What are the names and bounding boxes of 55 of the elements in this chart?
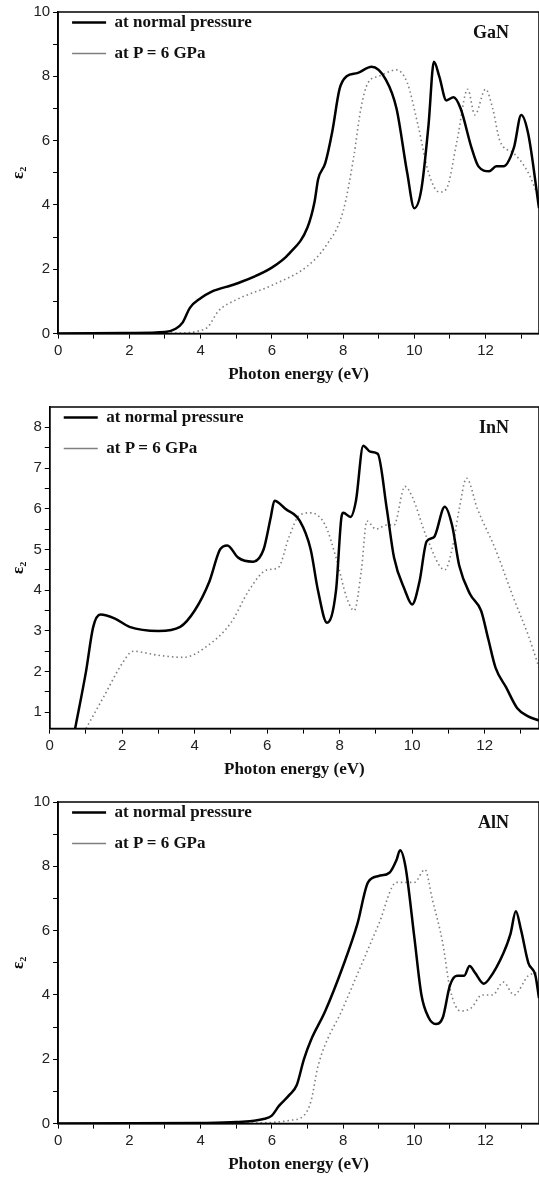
y-tick-label: 0 <box>41 1113 51 1131</box>
x-tick-label: 6 <box>267 1130 276 1148</box>
x-tick-label: 2 <box>125 1130 134 1148</box>
y-tick-label: 1 <box>33 702 42 720</box>
y-tick-label: 4 <box>41 195 51 213</box>
x-axis-title: Photon energy (eV) <box>228 364 369 384</box>
y-axis-title: ε₂ <box>7 956 27 969</box>
y-tick-label: 3 <box>33 621 42 639</box>
legend-label: at P = 6 GPa <box>106 437 198 457</box>
x-tick-label: 12 <box>477 1130 494 1148</box>
x-tick-label: 6 <box>267 340 276 358</box>
x-tick-label: 12 <box>476 735 493 753</box>
y-tick-label: 6 <box>33 498 42 516</box>
x-tick-label: 10 <box>405 340 423 358</box>
text: InN <box>478 416 509 437</box>
y-tick-label: 10 <box>33 792 51 810</box>
y-tick-label: 2 <box>41 1049 51 1067</box>
x-tick-label: 8 <box>338 1130 348 1148</box>
y-tick-label: 6 <box>41 130 51 148</box>
legend-label: at P = 6 GPa <box>114 42 206 62</box>
y-tick-label: 7 <box>33 458 42 476</box>
x-axis-title: Photon energy (eV) <box>228 1154 369 1174</box>
x-tick-label: 6 <box>263 735 272 753</box>
y-tick-label: 4 <box>33 580 42 598</box>
y-tick-label: 10 <box>33 2 51 20</box>
y-axis-title: ε₂ <box>7 166 27 179</box>
x-tick-label: 0 <box>53 1130 63 1148</box>
x-tick-label: 8 <box>335 735 344 753</box>
x-tick-label: 8 <box>338 340 348 358</box>
y-tick-label: 2 <box>41 259 51 277</box>
legend-label: at normal pressure <box>106 406 244 426</box>
y-tick-label: 5 <box>33 539 42 557</box>
x-tick-label: 4 <box>196 340 205 358</box>
y-tick-label: 8 <box>41 856 51 874</box>
legend-label: at normal pressure <box>114 11 253 31</box>
x-tick-label: 2 <box>118 735 127 753</box>
y-tick-label: 0 <box>41 323 51 341</box>
x-tick-label: 2 <box>125 340 134 358</box>
x-axis-title: Photon energy (eV) <box>224 759 365 779</box>
text: GaN <box>473 21 509 42</box>
y-tick-label: 6 <box>41 920 51 938</box>
x-tick-label: 0 <box>53 340 63 358</box>
text: AlN <box>478 811 509 832</box>
y-tick-label: 8 <box>41 66 51 84</box>
x-tick-label: 10 <box>403 735 421 753</box>
x-tick-label: 4 <box>190 735 199 753</box>
y-tick-label: 8 <box>33 417 42 435</box>
legend-label: at P = 6 GPa <box>114 832 206 852</box>
x-tick-label: 12 <box>477 340 494 358</box>
y-axis-title: ε₂ <box>7 561 27 574</box>
x-tick-label: 4 <box>196 1130 205 1148</box>
y-tick-label: 2 <box>33 661 42 679</box>
y-tick-label: 4 <box>41 985 51 1003</box>
legend-label: at normal pressure <box>114 801 253 821</box>
x-tick-label: 10 <box>405 1130 423 1148</box>
